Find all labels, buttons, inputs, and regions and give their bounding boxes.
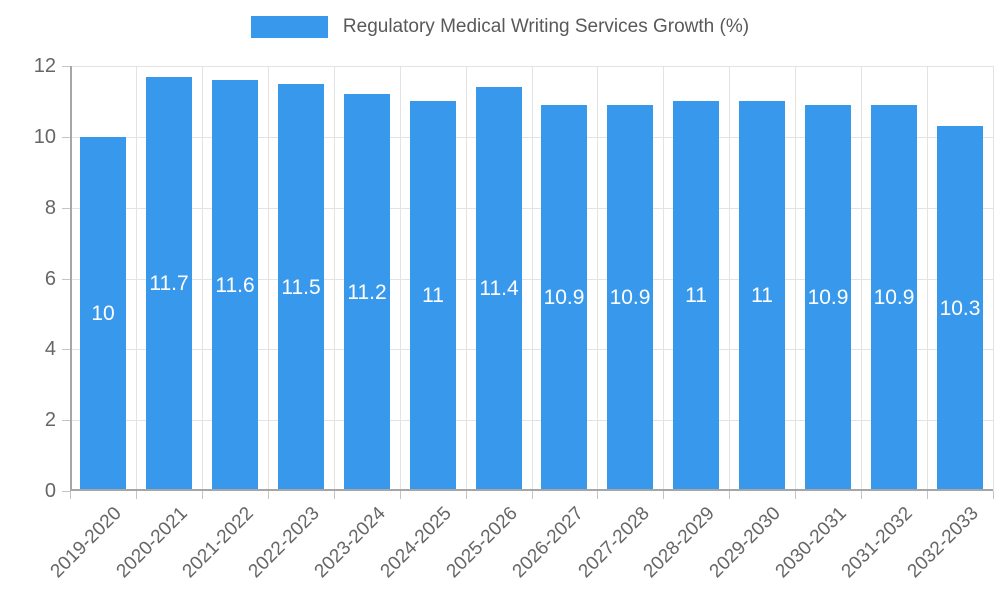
legend-label: Regulatory Medical Writing Services Grow… <box>342 16 750 37</box>
v-gridline <box>201 66 203 491</box>
bar: 10.9 <box>541 105 587 491</box>
y-tick-mark <box>62 491 70 492</box>
x-tick-label: 2032-2033 <box>903 503 983 583</box>
bar: 11.7 <box>146 77 192 491</box>
x-tick-label: 2022-2023 <box>244 503 324 583</box>
bar-value-label: 11.6 <box>215 273 255 297</box>
x-tick-label: 2023-2024 <box>310 503 390 583</box>
v-gridline <box>795 66 797 491</box>
y-tick-label: 6 <box>44 267 56 290</box>
v-gridline <box>333 66 335 491</box>
y-tick-label: 4 <box>44 338 56 361</box>
bar: 10.9 <box>871 105 917 491</box>
bar-value-label: 10.3 <box>939 296 981 320</box>
bar: 11 <box>673 101 719 491</box>
x-tick-mark <box>465 491 467 499</box>
y-axis-line <box>70 66 72 491</box>
bar: 10.9 <box>805 105 851 491</box>
v-gridline <box>267 66 269 491</box>
bar: 11.5 <box>278 84 324 491</box>
bar: 10.3 <box>937 126 983 491</box>
bar: 11.4 <box>476 87 522 491</box>
y-tick-mark <box>62 66 70 67</box>
x-tick-mark <box>795 491 797 499</box>
bar-value-label: 10.9 <box>543 286 585 309</box>
x-tick-mark <box>267 491 269 499</box>
v-gridline <box>927 66 929 491</box>
v-gridline <box>861 66 863 491</box>
x-tick-mark <box>729 491 731 499</box>
bar-value-label: 11.2 <box>347 280 387 304</box>
x-tick-label: 2031-2032 <box>837 503 917 583</box>
x-tick-label: 2020-2021 <box>112 503 192 583</box>
x-tick-mark <box>135 491 137 499</box>
bar-value-label: 11 <box>751 284 773 307</box>
x-tick-mark <box>531 491 533 499</box>
y-tick-label: 12 <box>33 55 56 77</box>
y-tick-label: 0 <box>44 480 56 502</box>
x-tick-mark <box>333 491 335 499</box>
bar: 10 <box>80 137 126 491</box>
y-tick-mark <box>62 420 70 422</box>
v-gridline <box>729 66 731 491</box>
bar-value-label: 10.9 <box>609 286 651 309</box>
y-tick-label: 10 <box>33 125 56 148</box>
bar-value-label: 10.9 <box>873 286 915 309</box>
x-tick-mark <box>993 491 994 499</box>
x-tick-mark <box>399 491 401 499</box>
bar-value-label: 11 <box>422 284 444 307</box>
v-gridline <box>465 66 467 491</box>
x-tick-mark <box>201 491 203 499</box>
y-tick-mark <box>62 349 70 351</box>
v-gridline <box>399 66 401 491</box>
x-tick-label: 2030-2031 <box>771 503 852 583</box>
y-tick-mark <box>62 278 70 280</box>
x-tick-label: 2027-2028 <box>574 503 654 583</box>
x-axis-line <box>70 489 993 491</box>
v-gridline <box>597 66 599 491</box>
x-tick-label: 2026-2027 <box>508 503 588 583</box>
x-tick-mark <box>663 491 665 499</box>
bar-value-label: 11.7 <box>149 272 189 295</box>
bar: 11 <box>739 101 785 491</box>
plot-area: 10 11.7 11.6 11.5 11.2 11 11.4 10.9 10.9 11 11 10.9… <box>70 66 994 491</box>
y-tick-mark <box>62 207 70 209</box>
bar: 10.9 <box>607 105 653 491</box>
bar-value-label: 11.4 <box>479 277 519 300</box>
x-tick-label: 2019-2020 <box>46 503 126 583</box>
y-tick-label: 8 <box>44 196 56 219</box>
y-tick-label: 2 <box>44 409 56 432</box>
bar: 11.2 <box>344 94 390 491</box>
x-tick-mark <box>70 491 71 499</box>
bar: 11 <box>410 101 456 491</box>
bar-value-label: 11 <box>685 284 707 307</box>
x-tick-label: 2029-2030 <box>705 503 786 583</box>
x-tick-label: 2024-2025 <box>376 503 456 583</box>
x-tick-label: 2028-2029 <box>640 503 720 583</box>
v-gridline <box>135 66 137 491</box>
y-tick-mark <box>62 136 70 138</box>
v-gridline <box>531 66 533 491</box>
x-tick-label: 2025-2026 <box>442 503 522 583</box>
bar-value-label: 11.5 <box>281 275 321 299</box>
bar-value-label: 10.9 <box>807 286 849 309</box>
bar-value-label: 10 <box>91 302 115 325</box>
chart-legend-item[interactable]: Regulatory Medical Writing Services Grow… <box>0 16 1000 38</box>
x-tick-mark <box>927 491 929 499</box>
bar: 11.6 <box>212 80 258 491</box>
v-gridline <box>663 66 665 491</box>
legend-swatch <box>250 16 328 38</box>
x-tick-mark <box>597 491 599 499</box>
x-tick-mark <box>861 491 863 499</box>
x-tick-label: 2021-2022 <box>178 503 258 583</box>
v-gridline <box>993 66 994 491</box>
